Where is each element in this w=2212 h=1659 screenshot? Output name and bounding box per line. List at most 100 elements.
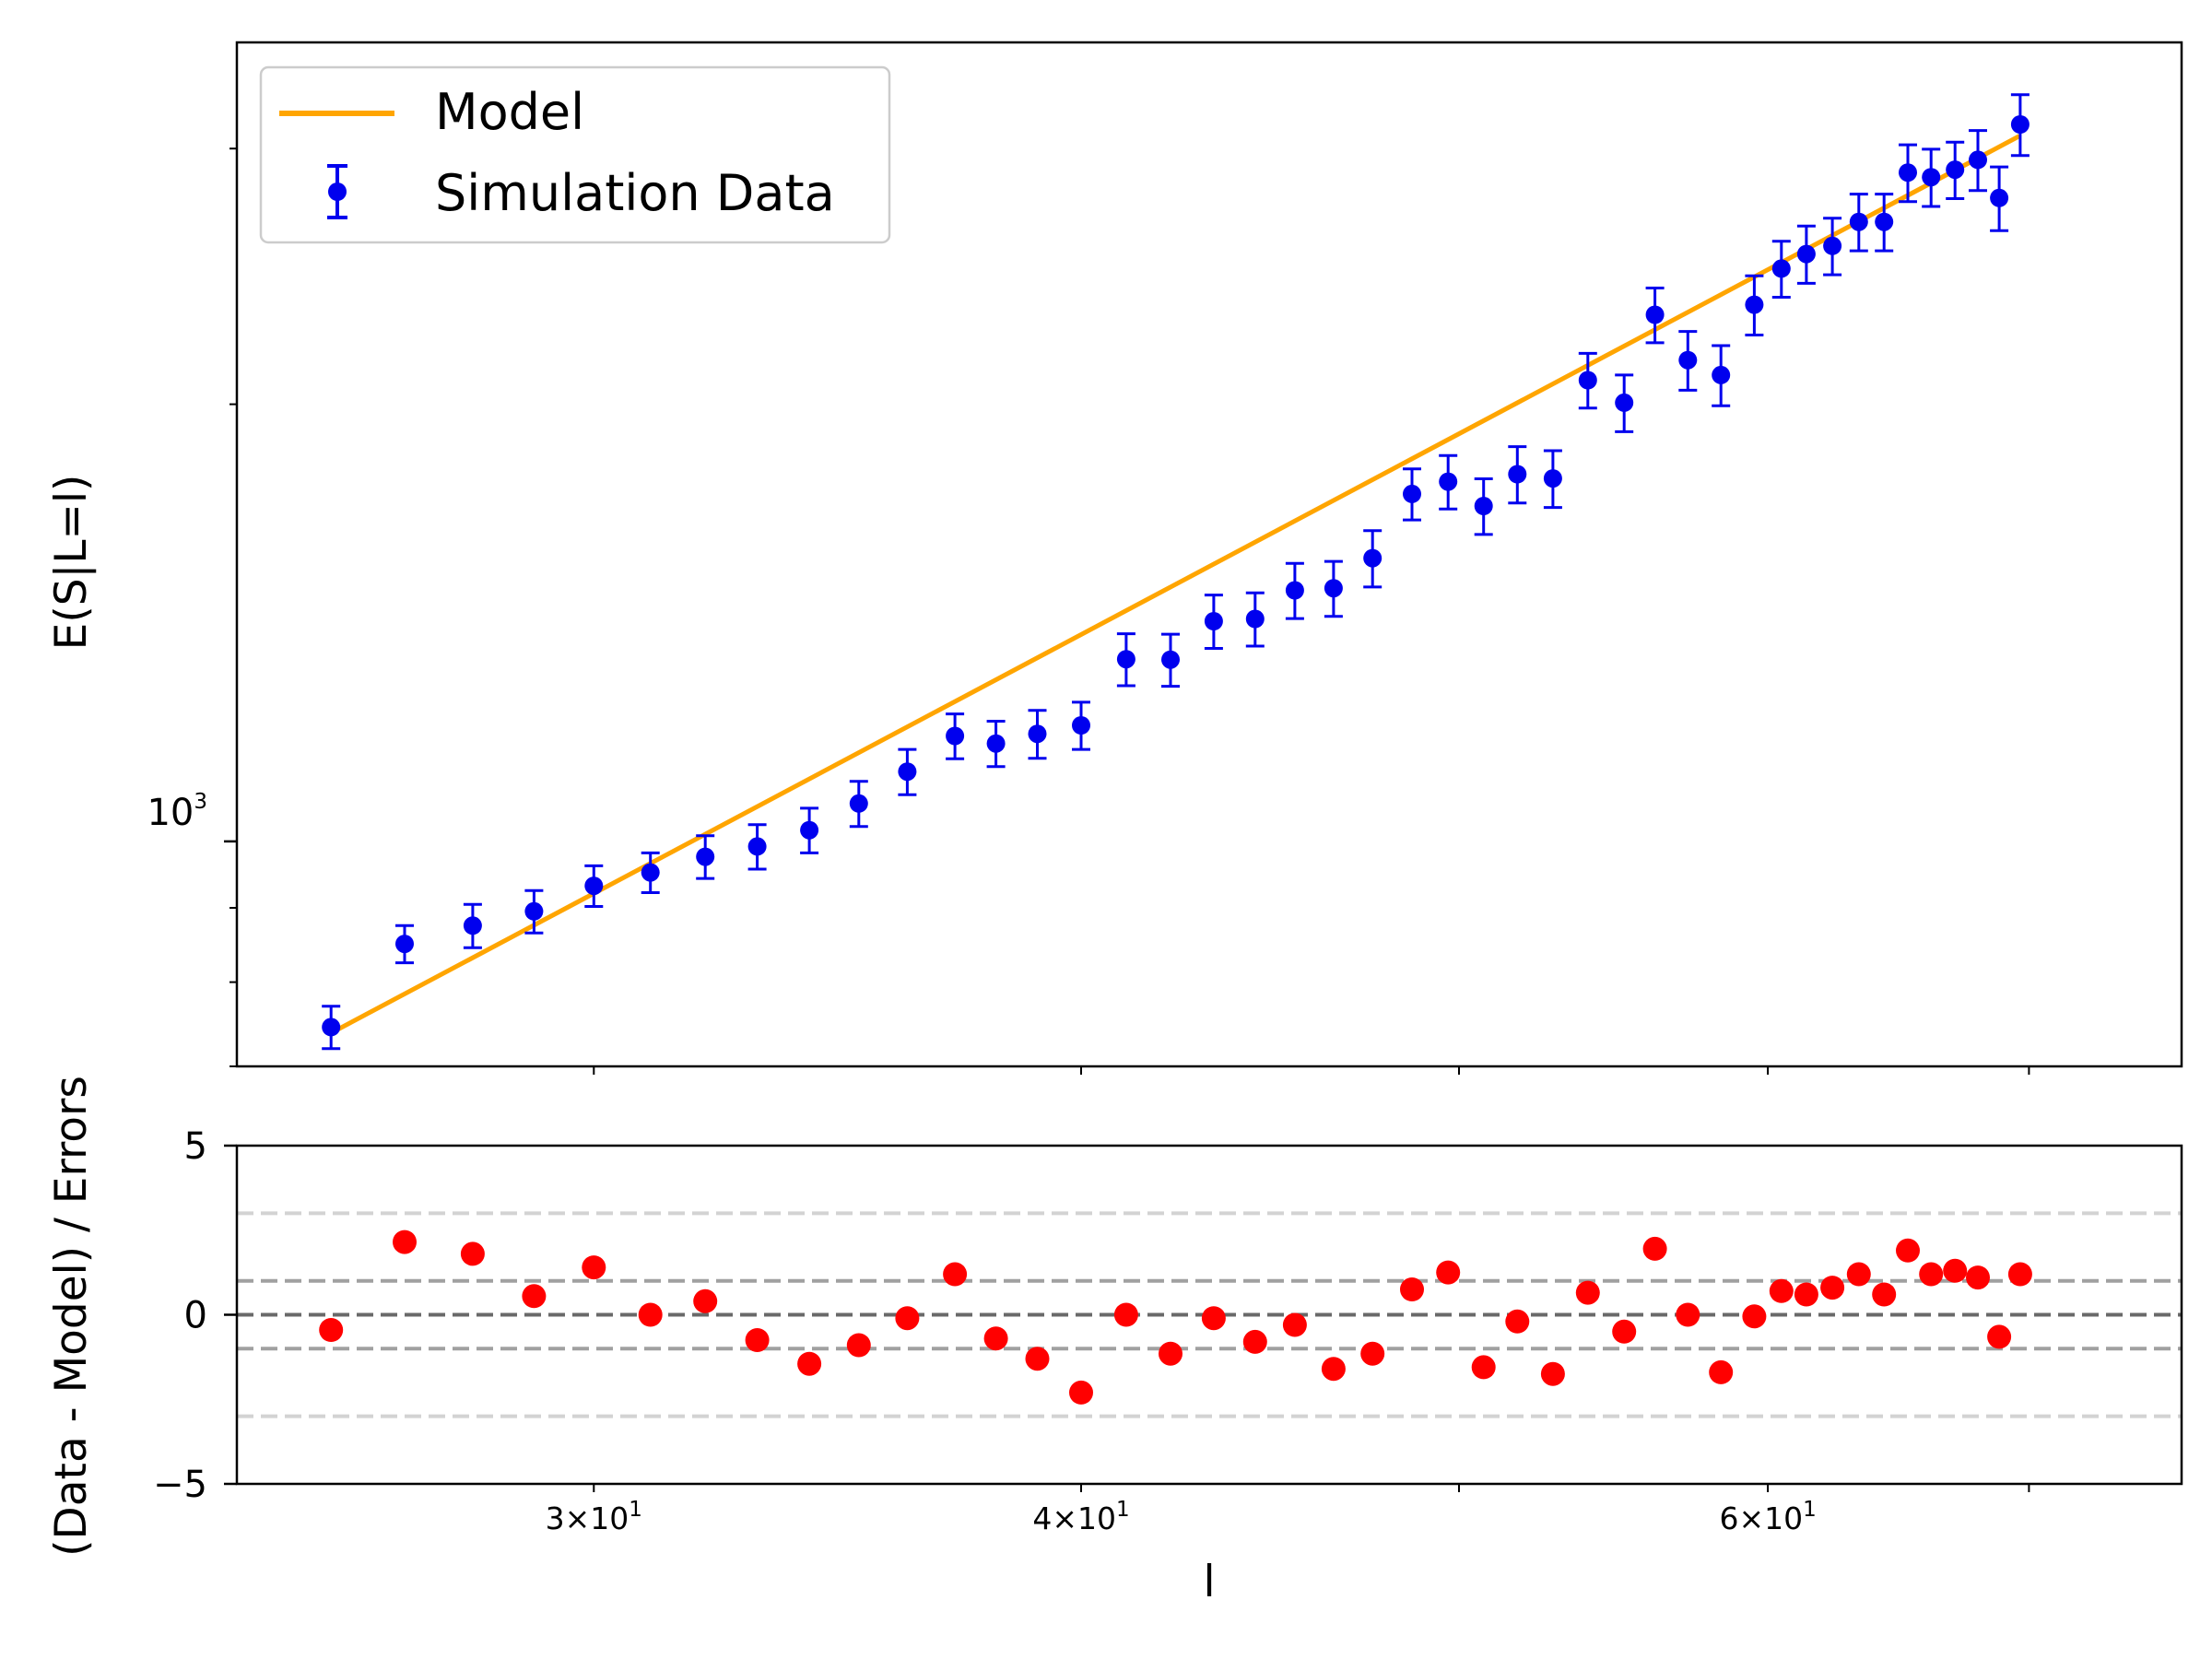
- legend-box: [259, 65, 891, 244]
- x-axis-label: l: [1203, 1557, 1215, 1607]
- data-point: [584, 864, 604, 908]
- data-point: [849, 780, 868, 829]
- top-y-major-tick-label: 103: [147, 790, 207, 834]
- data-point: [1712, 344, 1731, 407]
- data-marker: [1245, 609, 1265, 629]
- data-marker: [641, 863, 660, 882]
- data-marker: [1712, 365, 1731, 384]
- data-point: [1474, 477, 1493, 536]
- data-point: [322, 1005, 341, 1051]
- residual-point: [846, 1333, 871, 1358]
- data-marker: [1969, 150, 1987, 170]
- residual-point: [1113, 1302, 1138, 1327]
- data-point: [1771, 240, 1791, 299]
- model-line: [330, 134, 2021, 1036]
- data-marker: [2010, 115, 2030, 134]
- bottom-x-tick-label: 6×101: [1719, 1498, 1816, 1536]
- residual-point: [2007, 1262, 2032, 1287]
- residual-point: [1872, 1282, 1897, 1307]
- residual-point: [522, 1284, 547, 1309]
- data-marker: [1899, 163, 1917, 182]
- data-point: [1875, 193, 1894, 253]
- residual-point: [393, 1230, 417, 1254]
- residual-point: [1242, 1329, 1267, 1354]
- residual-point: [1069, 1380, 1093, 1405]
- residual-point: [1820, 1276, 1845, 1300]
- data-marker: [1745, 295, 1764, 314]
- residual-point: [1400, 1277, 1424, 1301]
- data-marker: [800, 820, 819, 840]
- data-marker: [849, 794, 868, 813]
- bottom-x-tick-label: 4×101: [1032, 1498, 1129, 1536]
- legend-data-swatch: [327, 164, 347, 219]
- data-point: [898, 747, 917, 796]
- residual-point: [1642, 1236, 1667, 1261]
- bottom-y-tick-label: −5: [153, 1464, 207, 1506]
- data-point: [1922, 147, 1941, 208]
- data-point: [1363, 529, 1382, 589]
- data-point: [1678, 330, 1698, 392]
- legend-model-label: Model: [435, 83, 584, 141]
- data-marker: [898, 762, 917, 782]
- data-marker: [1161, 650, 1180, 669]
- svg-text:103: 103: [147, 790, 207, 834]
- data-marker: [1285, 581, 1304, 600]
- data-point: [747, 823, 767, 871]
- data-marker: [1324, 579, 1343, 598]
- residual-point: [1321, 1357, 1346, 1382]
- data-marker: [1771, 259, 1791, 278]
- data-marker: [1823, 236, 1842, 255]
- residual-point: [1943, 1258, 1968, 1283]
- residual-point: [943, 1262, 968, 1287]
- data-marker: [1946, 160, 1965, 180]
- data-point: [1578, 351, 1597, 410]
- data-marker: [1678, 350, 1698, 370]
- data-point: [1849, 193, 1868, 253]
- data-point: [986, 720, 1006, 769]
- residual-point: [1025, 1347, 1050, 1371]
- data-marker: [1645, 305, 1665, 324]
- data-marker: [1849, 212, 1868, 231]
- residual-point: [1471, 1355, 1496, 1380]
- bottom-y-tick-label: 0: [184, 1295, 207, 1337]
- data-point: [1508, 445, 1527, 505]
- residual-point: [1612, 1319, 1637, 1344]
- data-point: [1116, 632, 1135, 688]
- data-marker: [1990, 188, 2009, 207]
- residual-point: [1742, 1304, 1767, 1329]
- data-marker: [1796, 244, 1816, 264]
- data-marker: [1072, 716, 1090, 735]
- data-marker: [1363, 548, 1382, 568]
- residual-point: [983, 1326, 1008, 1351]
- top-panel: 103 E(S|L=l) Model Simulation Data: [46, 41, 2183, 1075]
- residual-point: [693, 1288, 718, 1313]
- residual-point: [745, 1328, 770, 1352]
- top-axes-layer: [224, 147, 2030, 1075]
- residual-series-layer: [319, 1230, 2032, 1405]
- top-series-layer: [322, 93, 2030, 1051]
- data-marker: [1439, 472, 1458, 491]
- data-marker: [1875, 212, 1894, 231]
- residual-point: [1846, 1262, 1871, 1287]
- data-point: [1204, 594, 1223, 650]
- data-point: [1245, 591, 1265, 648]
- data-point: [800, 806, 819, 854]
- data-marker: [1403, 484, 1421, 503]
- data-point: [1324, 559, 1343, 618]
- residual-point: [1709, 1359, 1734, 1384]
- data-marker: [322, 1018, 341, 1037]
- residual-point: [1360, 1341, 1385, 1366]
- data-marker: [524, 901, 544, 921]
- bottom-axes-layer: 5 0 −5 3×101 4×101 6×101: [153, 1125, 2030, 1536]
- data-marker: [1116, 650, 1135, 669]
- data-marker: [1508, 465, 1527, 484]
- data-point: [1072, 700, 1090, 751]
- data-marker: [463, 916, 482, 935]
- residual-point: [1919, 1262, 1944, 1287]
- legend: Model Simulation Data: [259, 65, 891, 244]
- residual-point: [1282, 1312, 1307, 1337]
- data-point: [1403, 467, 1421, 522]
- data-marker: [1543, 469, 1562, 488]
- data-marker: [1578, 371, 1597, 390]
